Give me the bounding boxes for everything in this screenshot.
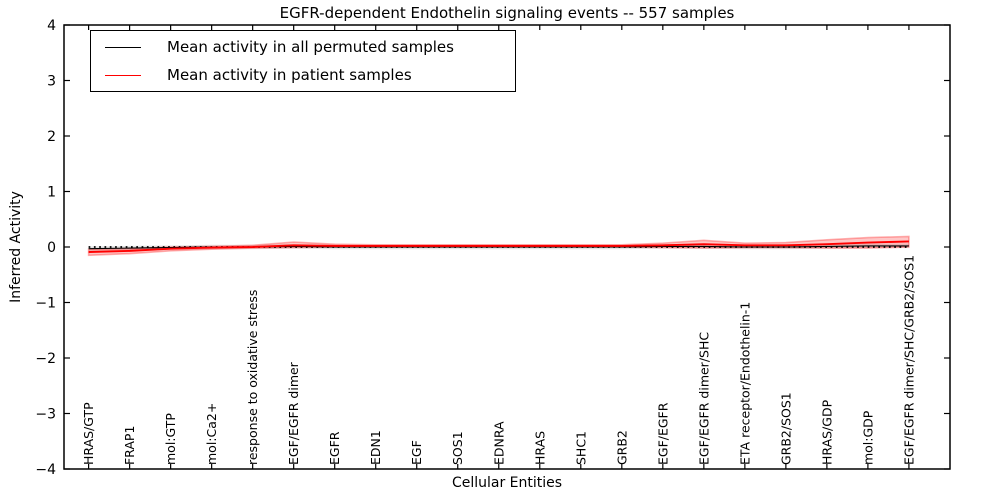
x-tick-label: EGF <box>409 440 424 465</box>
x-axis-title: Cellular Entities <box>451 475 563 491</box>
y-tick-label: −2 <box>35 351 56 367</box>
x-tick-label: mol:GDP <box>860 410 875 465</box>
y-tick-label: 1 <box>47 185 56 201</box>
y-tick-label: −3 <box>35 407 56 423</box>
patient-mean-line <box>88 240 909 253</box>
chart-title: EGFR-dependent Endothelin signaling even… <box>279 4 735 22</box>
y-tick-label: 2 <box>47 129 56 145</box>
y-tick-label: −4 <box>35 462 56 478</box>
legend-entry-patient: Mean activity in patient samples <box>91 63 515 87</box>
x-tick-label: GRB2/SOS1 <box>778 392 793 465</box>
patient-line-swatch <box>105 74 141 76</box>
x-tick-label: mol:Ca2+ <box>204 403 219 465</box>
x-tick-label: EGFR <box>327 431 342 465</box>
x-tick-label: HRAS <box>532 431 547 465</box>
x-tick-label: SOS1 <box>450 431 465 465</box>
legend-label-patient: Mean activity in patient samples <box>167 66 412 84</box>
y-tick-label: 0 <box>47 240 56 256</box>
y-axis-title: Inferred Activity <box>8 191 24 303</box>
x-tick-label: EGF/EGFR <box>655 402 670 465</box>
x-tick-label: EGF/EGFR dimer/SHC/GRB2/SOS1 <box>901 255 916 465</box>
x-tick-label: EGF/EGFR dimer <box>286 361 301 465</box>
legend-entry-permuted: Mean activity in all permuted samples <box>91 35 515 59</box>
x-tick-label: EDNRA <box>491 421 506 465</box>
x-tick-label: response to oxidative stress <box>245 290 260 465</box>
x-tick-label: FRAP1 <box>122 426 137 465</box>
x-tick-label: EGF/EGFR dimer/SHC <box>696 332 711 465</box>
y-tick-label: 4 <box>47 18 56 34</box>
x-tick-label: SHC1 <box>573 431 588 465</box>
x-tick-label: HRAS/GDP <box>819 399 834 465</box>
x-tick-label: ETA receptor/Endothelin-1 <box>737 302 752 465</box>
y-tick-label: −1 <box>35 296 56 312</box>
permuted-line-swatch <box>105 46 141 48</box>
y-tick-label: 3 <box>47 74 56 90</box>
x-tick-label: GRB2 <box>614 430 629 465</box>
x-tick-label: HRAS/GTP <box>81 402 96 465</box>
legend-label-permuted: Mean activity in all permuted samples <box>167 38 454 56</box>
x-tick-label: EDN1 <box>368 430 383 465</box>
x-tick-label: mol:GTP <box>163 413 178 465</box>
legend: Mean activity in all permuted samples Me… <box>90 30 516 92</box>
